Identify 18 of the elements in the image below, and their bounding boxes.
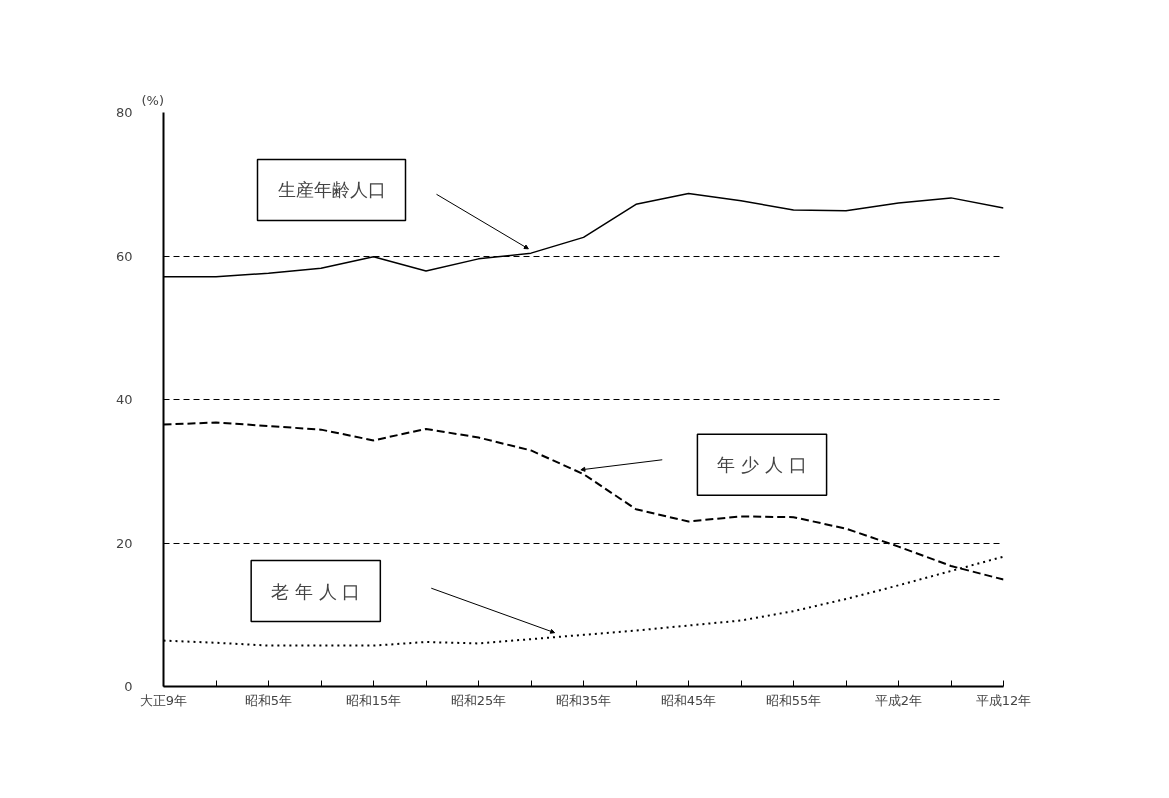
y-tick-label: 40	[115, 392, 133, 407]
y-axis-title: (%)	[141, 92, 164, 108]
x-tick-label: 昭和25年	[450, 692, 507, 708]
x-tick-label: 大正9年	[139, 692, 188, 708]
text: 年 少 人 口	[717, 454, 807, 476]
y-tick-label: 80	[115, 105, 133, 120]
y-tick-label: 60	[115, 248, 133, 264]
x-tick-label: 平成12年	[975, 692, 1032, 708]
y-tick-label: 20	[115, 535, 133, 551]
text: 生産年齢人口	[277, 179, 386, 201]
x-tick-label: 昭和45年	[660, 692, 717, 708]
y-tick-label: 0	[124, 679, 133, 694]
x-tick-label: 昭和15年	[345, 692, 402, 708]
x-tick-label: 昭和5年	[244, 692, 293, 708]
x-tick-label: 昭和35年	[555, 692, 612, 708]
x-tick-label: 平成2年	[874, 692, 923, 708]
text: 老 年 人 口	[271, 580, 361, 602]
x-tick-label: 昭和55年	[765, 692, 822, 708]
